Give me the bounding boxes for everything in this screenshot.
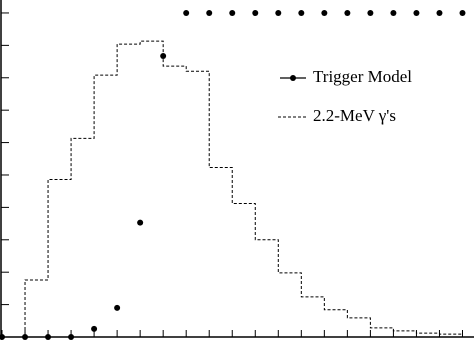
data-point [45, 334, 52, 340]
data-point [68, 334, 75, 340]
data-point [183, 9, 190, 16]
data-point [298, 9, 305, 16]
data-point [367, 9, 374, 16]
data-point [459, 9, 466, 16]
legend-marker [290, 75, 296, 81]
data-point [114, 304, 121, 311]
data-point [390, 9, 397, 16]
data-point [22, 334, 29, 340]
data-point [344, 9, 351, 16]
data-point [252, 9, 259, 16]
legend-label: 2.2-MeV γ's [313, 106, 396, 125]
data-point [137, 219, 144, 226]
data-point [206, 9, 213, 16]
data-point [436, 9, 443, 16]
legend-label: Trigger Model [313, 67, 412, 86]
hist-outline [2, 40, 463, 338]
data-point [229, 9, 236, 16]
data-point [91, 325, 98, 332]
data-point [321, 9, 328, 16]
data-point [275, 9, 282, 16]
data-point [413, 9, 420, 16]
